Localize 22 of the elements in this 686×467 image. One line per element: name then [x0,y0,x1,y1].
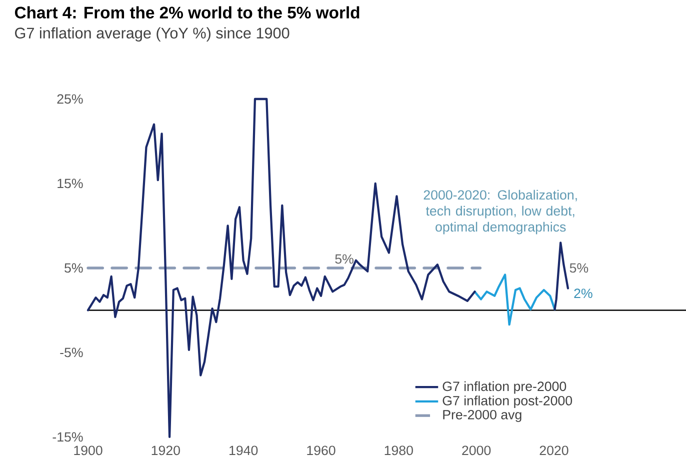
x-tick-label: 1980 [384,446,413,456]
y-tick-label: 15% [58,178,83,188]
x-tick-label: 1940 [230,446,258,456]
y-tick-label: -15% [52,432,83,442]
y-tick-label: 5% [64,263,83,273]
line-series [474,274,556,326]
chart-subtitle: G7 inflation average (YoY %) since 1900 [15,27,290,42]
x-tick-label: 2000 [462,446,491,456]
x-tick-label: 2020 [540,446,568,456]
y-tick-label: -5% [60,348,83,358]
x-tick-label: 1920 [152,446,180,456]
legend-label: G7 inflation pre-2000 [442,381,566,394]
x-tick-label: 1900 [74,446,102,456]
x-tick-label: 1960 [307,446,336,456]
annotation: 5% [335,254,354,264]
legend-label: Pre-2000 avg [443,410,522,422]
annotation: 2% [574,288,592,298]
y-tick-label: 25% [57,94,83,104]
annotation: 5% [570,263,588,273]
annotation: 2000-2020: Globalization, tech disruption, low debt, optimal demographics [424,190,577,234]
chart-title: Chart 4: From the 2% world to the 5% world [14,6,360,18]
legend-label: G7 inflation post-2000 [442,396,572,408]
